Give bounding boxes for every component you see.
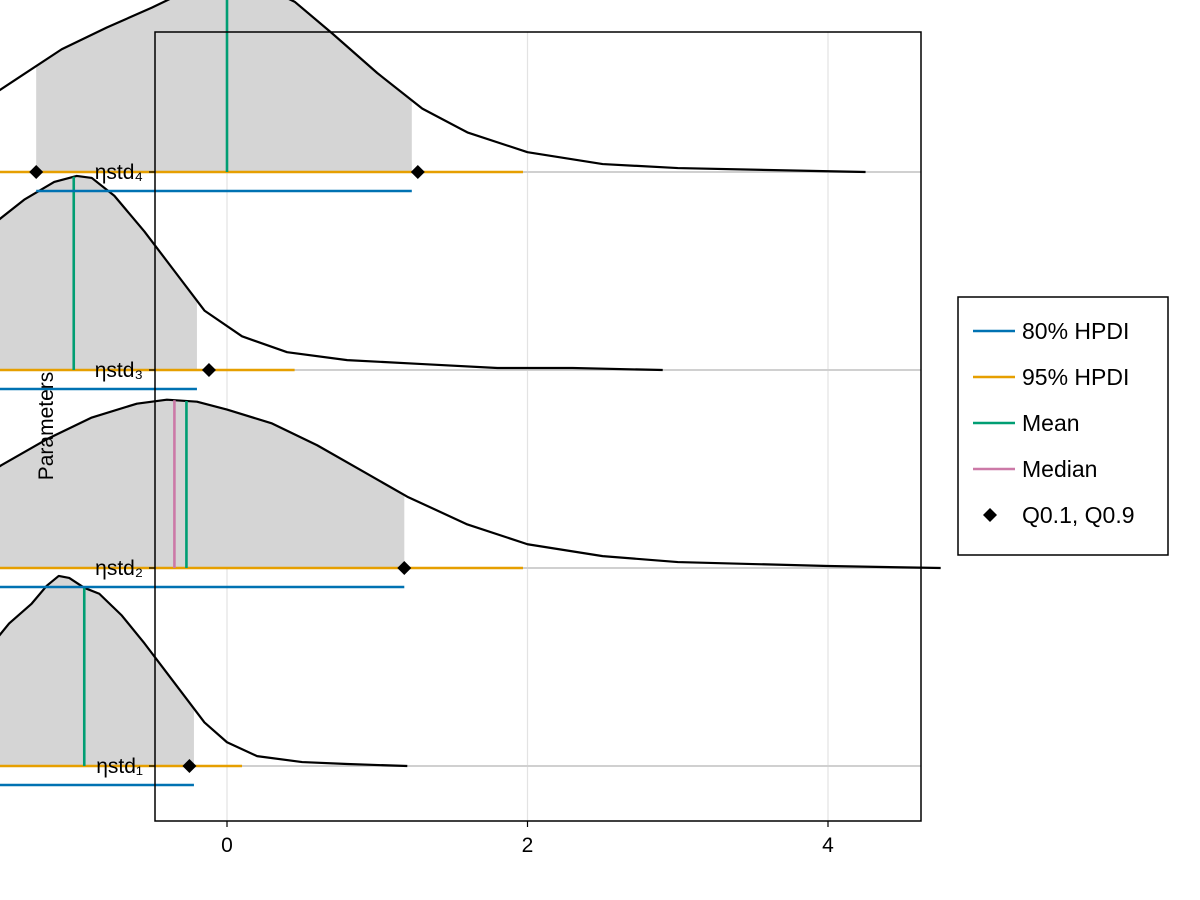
- density-curve: [0, 574, 408, 768]
- quantile-diamond: [410, 165, 425, 179]
- y-tick-label: ηstd₁: [96, 755, 143, 778]
- density-curve: [0, 0, 866, 174]
- legend: 80% HPDI 95% HPDI Mean Median Q0.1, Q0.9: [957, 296, 1169, 556]
- hpdi-shaded-area: [0, 175, 197, 370]
- y-axis-title: Parameters: [35, 372, 58, 481]
- axes: −4−2024ηstd₁ηstd₂ηstd₃ηstd₄: [95, 161, 834, 857]
- series-row: [0, 398, 941, 589]
- legend-label: 95% HPDI: [1022, 364, 1129, 390]
- hpdi-shaded-area: [36, 0, 412, 172]
- plot-frame: [154, 31, 922, 822]
- y-tick-label: ηstd₂: [95, 557, 143, 580]
- y-tick-label: ηstd₃: [95, 359, 143, 382]
- legend-label: Q0.1, Q0.9: [1022, 502, 1135, 528]
- quantile-diamond: [182, 759, 197, 773]
- legend-swatch-diamond: [983, 508, 997, 522]
- series-group: [0, 0, 941, 787]
- legend-label: 80% HPDI: [1022, 318, 1129, 344]
- density-curve: [0, 398, 941, 570]
- x-tick-label: 4: [822, 834, 834, 857]
- series-row: [0, 174, 663, 391]
- x-tick-label: 2: [522, 834, 534, 857]
- quantile-diamond: [397, 561, 412, 575]
- x-tick-label: 0: [221, 834, 233, 857]
- hpdi-shaded-area: [0, 399, 405, 568]
- hpdi-shaded-area: [0, 575, 194, 766]
- legend-label: Mean: [1022, 410, 1080, 436]
- quantile-diamond: [29, 165, 44, 179]
- series-row: [0, 0, 866, 193]
- density-curve: [0, 174, 663, 372]
- y-tick-label: ηstd₄: [95, 161, 143, 184]
- series-row: [0, 574, 408, 787]
- quantile-diamond: [201, 363, 216, 377]
- legend-label: Median: [1022, 456, 1097, 482]
